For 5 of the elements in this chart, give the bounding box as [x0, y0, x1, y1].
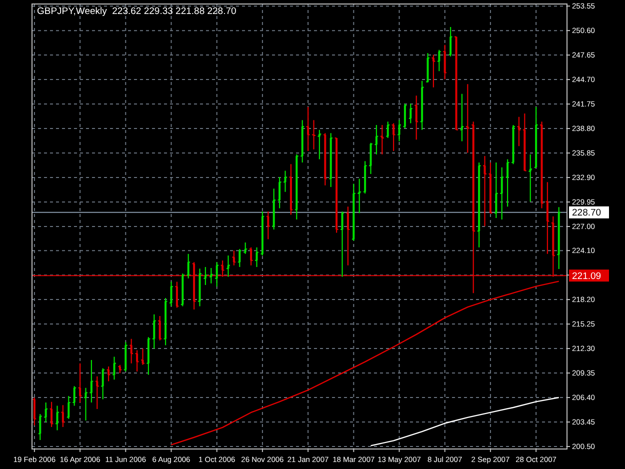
ref-line-label: 228.70: [572, 208, 602, 219]
line-series: [170, 280, 560, 446]
chart-title: GBPJPY,Weekly 223.62 229.33 221.88 228.70: [37, 6, 236, 17]
line-series: [370, 396, 560, 446]
ref-line-label: 221.09: [572, 270, 602, 282]
